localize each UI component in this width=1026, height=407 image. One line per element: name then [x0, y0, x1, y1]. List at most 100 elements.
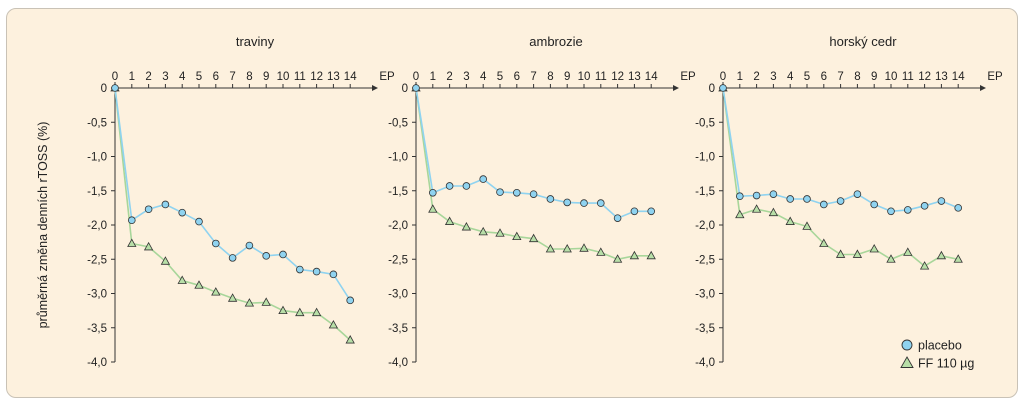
y-tick-label: -0,5 [87, 117, 107, 129]
legend-marker-ff-110 [900, 356, 914, 368]
data-point-ff-110 [444, 216, 455, 225]
data-point-placebo [735, 192, 744, 201]
data-point-ff-110 [311, 307, 322, 317]
x-tick-label: 12 [310, 71, 323, 83]
x-tick-label: 11 [902, 71, 914, 83]
data-point-placebo [445, 182, 454, 190]
x-tick-label: 10 [578, 71, 591, 83]
data-point-placebo [178, 208, 187, 217]
data-point-ff-110 [512, 231, 522, 241]
data-point-ff-110 [244, 298, 255, 307]
y-axis-label: průměrná změna denních rTOSS (%) [36, 122, 50, 329]
data-point-placebo [903, 206, 912, 214]
panel-title: horský cedr [829, 34, 897, 49]
y-tick-label: -2,0 [695, 220, 715, 232]
data-point-ff-110 [143, 241, 154, 251]
x-axis-arrow [980, 85, 986, 91]
data-point-ff-110 [852, 249, 863, 258]
data-point-ff-110 [869, 243, 879, 253]
data-point-ff-110 [768, 207, 779, 217]
data-point-placebo [630, 207, 639, 216]
x-tick-label: 6 [213, 71, 219, 83]
x-tick-label: 3 [162, 71, 168, 83]
x-tick-label: 7 [229, 71, 235, 83]
data-point-placebo [580, 199, 588, 207]
data-point-placebo [613, 214, 622, 222]
data-point-ff-110 [295, 307, 305, 317]
data-point-placebo [937, 197, 946, 205]
x-tick-label: 0 [720, 71, 726, 83]
data-point-ff-110 [802, 221, 812, 230]
data-point-placebo [346, 296, 355, 305]
x-tick-label: 1 [129, 71, 135, 83]
data-point-ff-110 [328, 319, 339, 329]
y-tick-label: -3,5 [87, 323, 107, 335]
data-point-ff-110 [629, 250, 640, 260]
x-tick-label: 12 [611, 71, 624, 83]
data-point-placebo [512, 189, 521, 197]
y-tick-label: 0 [101, 83, 107, 95]
data-point-ff-110 [936, 250, 947, 260]
data-point-placebo [212, 239, 220, 248]
x-axis-arrow [372, 85, 378, 91]
x-tick-label: 4 [787, 71, 794, 83]
y-tick-label: -1,5 [695, 186, 715, 198]
data-point-placebo [853, 190, 862, 198]
data-point-ff-110 [545, 243, 556, 253]
x-tick-label: 0 [112, 71, 118, 83]
data-point-placebo [954, 204, 962, 212]
data-point-ff-110 [478, 226, 488, 236]
x-tick-label: 2 [446, 71, 452, 83]
x-tick-label: EP [680, 71, 696, 83]
y-tick-label: 0 [709, 83, 715, 95]
y-tick-label: -4,0 [388, 357, 408, 369]
x-tick-label: 10 [885, 71, 898, 83]
y-tick-label: -4,0 [87, 357, 107, 369]
x-tick-label: 3 [463, 71, 469, 83]
series-line-ff-110 [114, 87, 351, 341]
x-tick-label: 9 [263, 71, 269, 83]
x-axis-arrow [673, 85, 679, 91]
x-tick-label: 14 [344, 71, 357, 83]
data-point-placebo [144, 205, 153, 214]
data-point-ff-110 [562, 243, 572, 253]
data-point-placebo [563, 198, 571, 207]
x-tick-label: 1 [737, 71, 743, 83]
panel-title: ambrozie [529, 34, 582, 49]
chart-svg: průměrná změna denních rTOSS (%) traviny 0… [36, 34, 1003, 371]
y-tick-label: 0 [402, 83, 408, 95]
data-point-placebo [228, 254, 237, 262]
x-tick-label: 12 [918, 71, 931, 83]
chart-figure: průměrná změna denních rTOSS (%) traviny 0… [6, 8, 1018, 398]
data-point-ff-110 [596, 247, 606, 256]
data-point-placebo [803, 195, 811, 203]
x-tick-label: 8 [854, 71, 860, 83]
y-tick-label: -3,0 [87, 289, 107, 301]
x-tick-label: EP [379, 71, 395, 83]
y-tick-label: -2,5 [388, 254, 408, 266]
x-tick-label: 2 [753, 71, 759, 83]
x-tick-label: 13 [935, 71, 948, 83]
data-point-placebo [262, 252, 271, 260]
x-tick-label: 13 [628, 71, 641, 83]
y-tick-label: -2,5 [695, 254, 715, 266]
data-point-ff-110 [735, 209, 745, 219]
data-point-ff-110 [953, 254, 963, 263]
data-point-placebo [870, 200, 878, 209]
data-point-placebo [529, 190, 538, 198]
data-point-ff-110 [227, 293, 238, 302]
data-point-ff-110 [177, 275, 187, 284]
x-tick-label: 9 [871, 71, 877, 83]
y-tick-label: -1,5 [87, 186, 107, 198]
legend-marker-placebo [901, 339, 913, 351]
x-tick-label: 8 [547, 71, 553, 83]
data-point-ff-110 [211, 287, 221, 296]
x-tick-label: 11 [595, 71, 607, 83]
y-tick-label: -2,0 [87, 220, 107, 232]
data-point-ff-110 [261, 297, 271, 306]
data-point-placebo [596, 199, 605, 207]
y-tick-label: -1,5 [388, 186, 408, 198]
data-point-placebo [546, 195, 555, 203]
